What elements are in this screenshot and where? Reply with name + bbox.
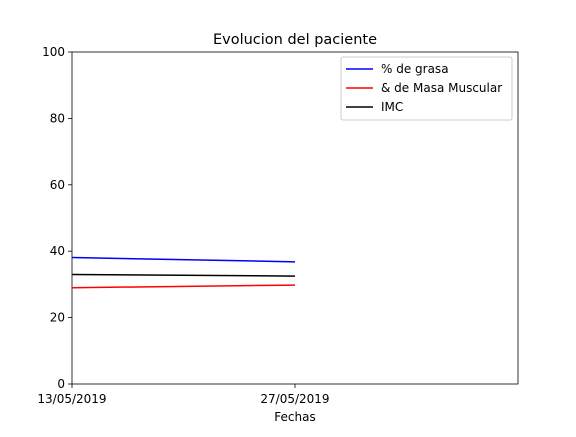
y-axis: 0 20 40 60 80 100 <box>42 45 72 391</box>
y-tick-label: 20 <box>50 311 65 325</box>
y-tick-label: 0 <box>57 377 65 391</box>
x-axis-label: Fechas <box>274 410 315 424</box>
y-tick-label: 100 <box>42 45 65 59</box>
legend-box <box>340 56 513 121</box>
x-tick-label: 13/05/2019 <box>37 392 106 406</box>
y-tick-label: 80 <box>50 111 65 125</box>
chart-title: Evolucion del paciente <box>213 32 377 48</box>
series-layer <box>71 256 296 289</box>
legend-label: % de grasa <box>381 62 449 76</box>
legend: % de grasa & de Masa Muscular IMC <box>340 56 513 121</box>
series-line-1 <box>71 284 296 289</box>
legend-label: IMC <box>381 100 403 114</box>
y-tick-label: 40 <box>50 244 65 258</box>
y-tick-label: 60 <box>50 178 65 192</box>
legend-label: & de Masa Muscular <box>381 81 502 95</box>
series-line-0 <box>71 256 296 263</box>
x-axis: 13/05/2019 27/05/2019 <box>37 384 330 406</box>
series-line-2 <box>71 273 296 277</box>
x-tick-label: 27/05/2019 <box>260 392 329 406</box>
